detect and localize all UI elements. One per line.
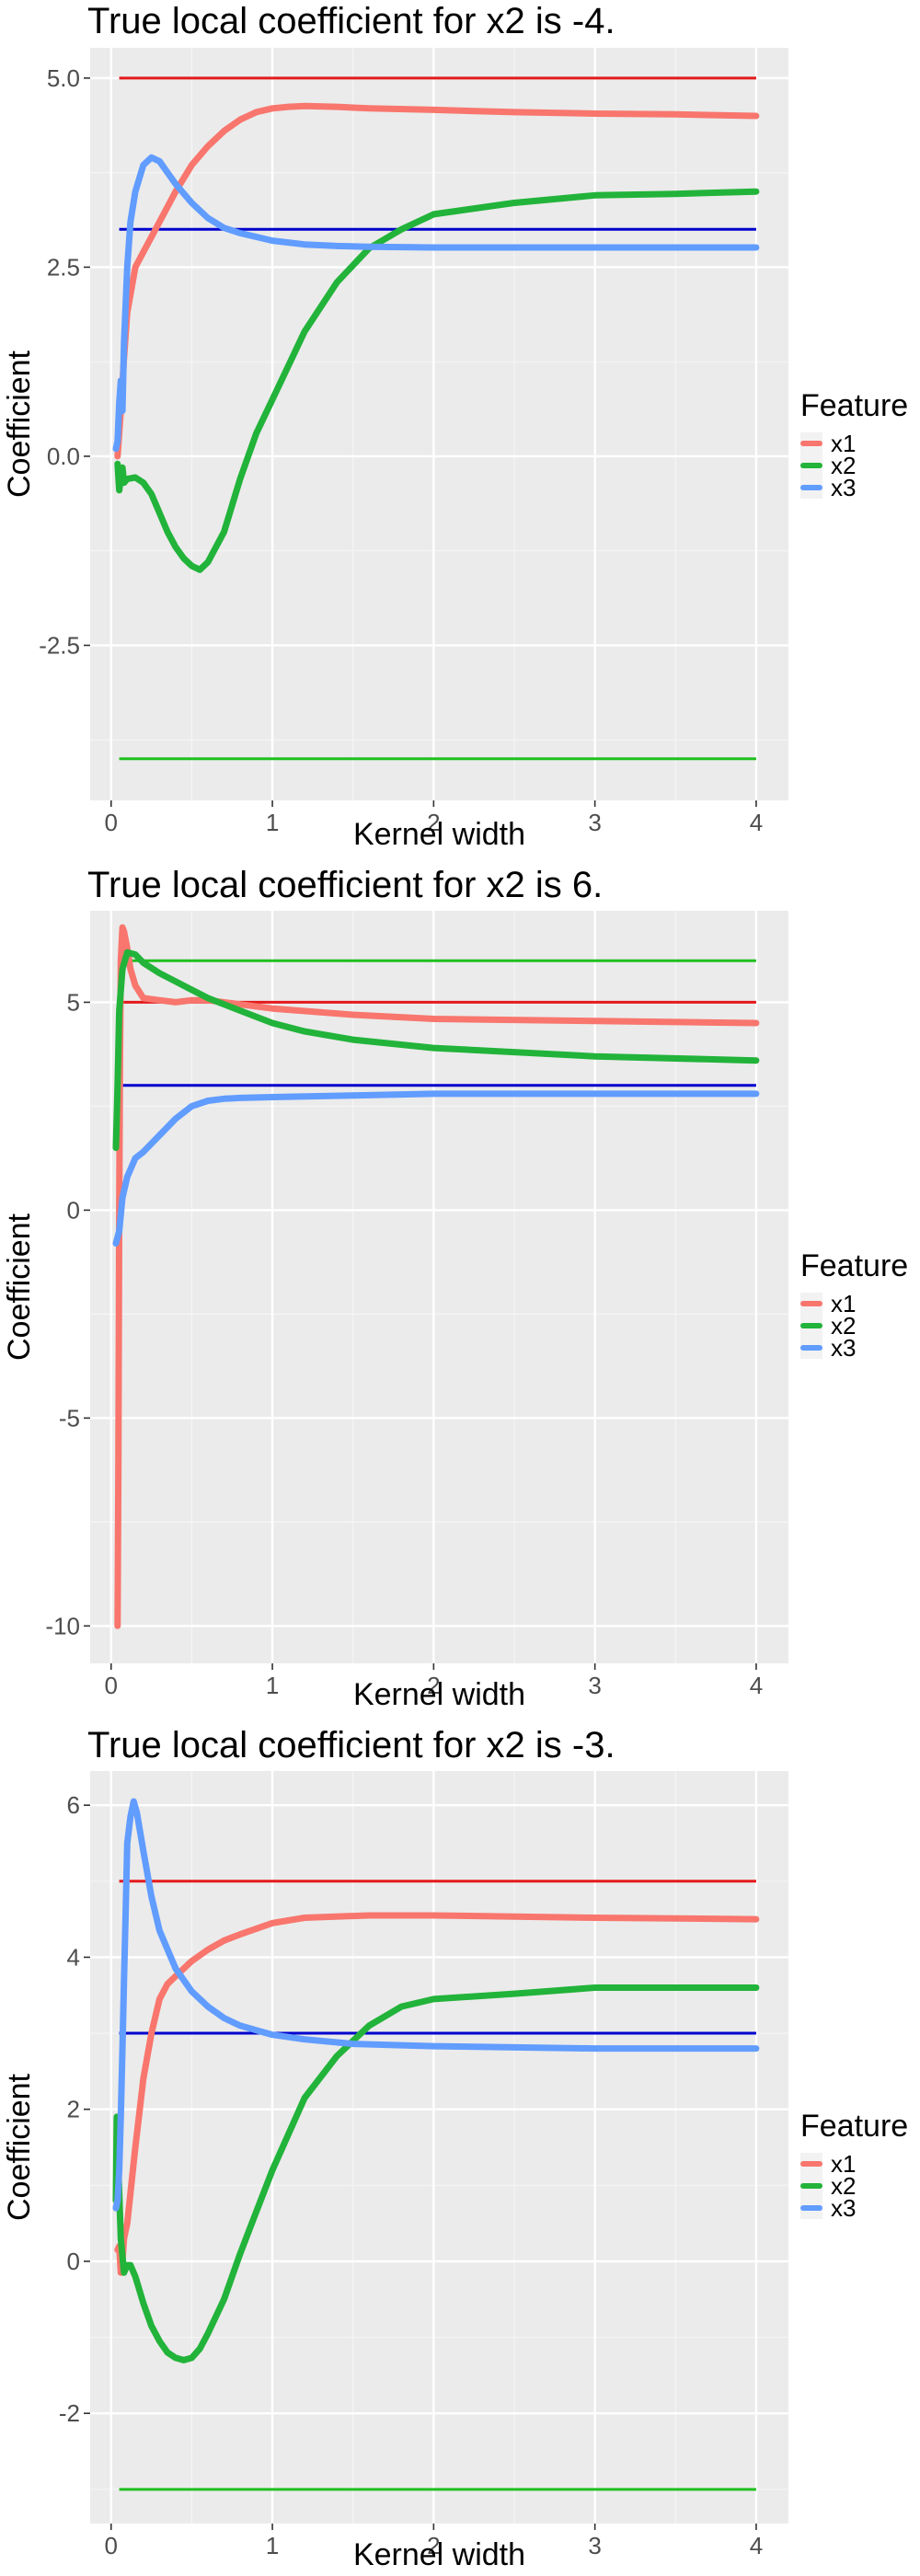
y-tick-label: -2 [59, 2399, 80, 2427]
x-tick-label: 2 [427, 1672, 440, 1699]
series-line-x2 [112, 949, 760, 1152]
legend-label-x3: x3 [831, 1334, 856, 1362]
y-tick-label: 5 [67, 988, 80, 1016]
y-tick-label: 2.5 [47, 253, 80, 281]
legend-title: Feature [800, 1248, 908, 1283]
x-tick-label: 2 [427, 2532, 440, 2559]
y-tick-label: 2 [67, 2096, 80, 2123]
chart-1: True local coefficient for x2 is -4. 0 1 2 3… [2, 1, 908, 852]
y-tick-label: 0 [67, 2248, 80, 2275]
series-line-x2 [112, 1984, 760, 2363]
legend-title: Feature [800, 2109, 908, 2144]
x-tick-label: 3 [588, 2532, 601, 2559]
y-axis-title: Coefficient [2, 1213, 37, 1361]
y-tick-label: 4 [67, 1943, 80, 1971]
series-line-x2 [114, 188, 760, 573]
y-tick-label: -2.5 [39, 631, 80, 659]
x-tick-label: 3 [588, 1672, 601, 1699]
series-line-x3 [112, 1090, 760, 1247]
legend-label-x3: x3 [831, 2194, 856, 2222]
series-line-x3 [112, 1798, 760, 2212]
legend-label-x3: x3 [831, 474, 856, 501]
y-axis-title: Coefficient [2, 2073, 37, 2221]
x-axis-title: Kernel width [353, 817, 525, 852]
y-axis-title: Coefficient [2, 350, 37, 498]
x-tick-label: 1 [266, 809, 279, 836]
chart-title: True local coefficient for x2 is 6. [87, 865, 603, 905]
x-axis-title: Kernel width [353, 1677, 525, 1712]
legend-label-x2: x2 [831, 452, 856, 479]
legend-label-x2: x2 [831, 1312, 856, 1340]
legend-label-x1: x1 [831, 1290, 856, 1317]
legend-label-x2: x2 [831, 2172, 856, 2200]
x-tick-label: 3 [588, 809, 601, 836]
x-tick-label: 0 [105, 2532, 118, 2559]
x-tick-label: 1 [266, 1672, 279, 1699]
y-tick-label: -5 [59, 1404, 80, 1432]
chart-2: True local coefficient for x2 is 6. 0 1 2 3 4… [2, 865, 908, 1712]
chart-title: True local coefficient for x2 is -3. [87, 1725, 615, 1765]
legend-label-x1: x1 [831, 430, 856, 457]
series-line-x3 [112, 154, 760, 453]
y-tick-label: 5.0 [47, 64, 80, 92]
y-tick-label: 0 [67, 1196, 80, 1224]
x-axis-title: Kernel width [353, 2537, 525, 2572]
x-tick-label: 1 [266, 2532, 279, 2559]
y-tick-label: -10 [45, 1612, 80, 1639]
x-tick-label: 4 [750, 2532, 763, 2559]
x-tick-label: 4 [750, 809, 763, 836]
legend-title: Feature [800, 388, 908, 423]
plot-panel [90, 1771, 788, 2524]
y-tick-label: 6 [67, 1791, 80, 1819]
series-line-x1 [114, 102, 760, 460]
x-tick-label: 4 [750, 1672, 763, 1699]
x-tick-label: 2 [427, 809, 440, 836]
legend-label-x1: x1 [831, 2150, 856, 2178]
x-tick-label: 0 [105, 809, 118, 836]
y-tick-label: 0.0 [47, 443, 80, 470]
plot-panel [90, 911, 788, 1663]
plot-panel [90, 48, 788, 800]
chart-title: True local coefficient for x2 is -4. [87, 1, 615, 41]
chart-3: True local coefficient for x2 is -3. 0 1 2 3… [2, 1725, 908, 2572]
x-tick-label: 0 [105, 1672, 118, 1699]
